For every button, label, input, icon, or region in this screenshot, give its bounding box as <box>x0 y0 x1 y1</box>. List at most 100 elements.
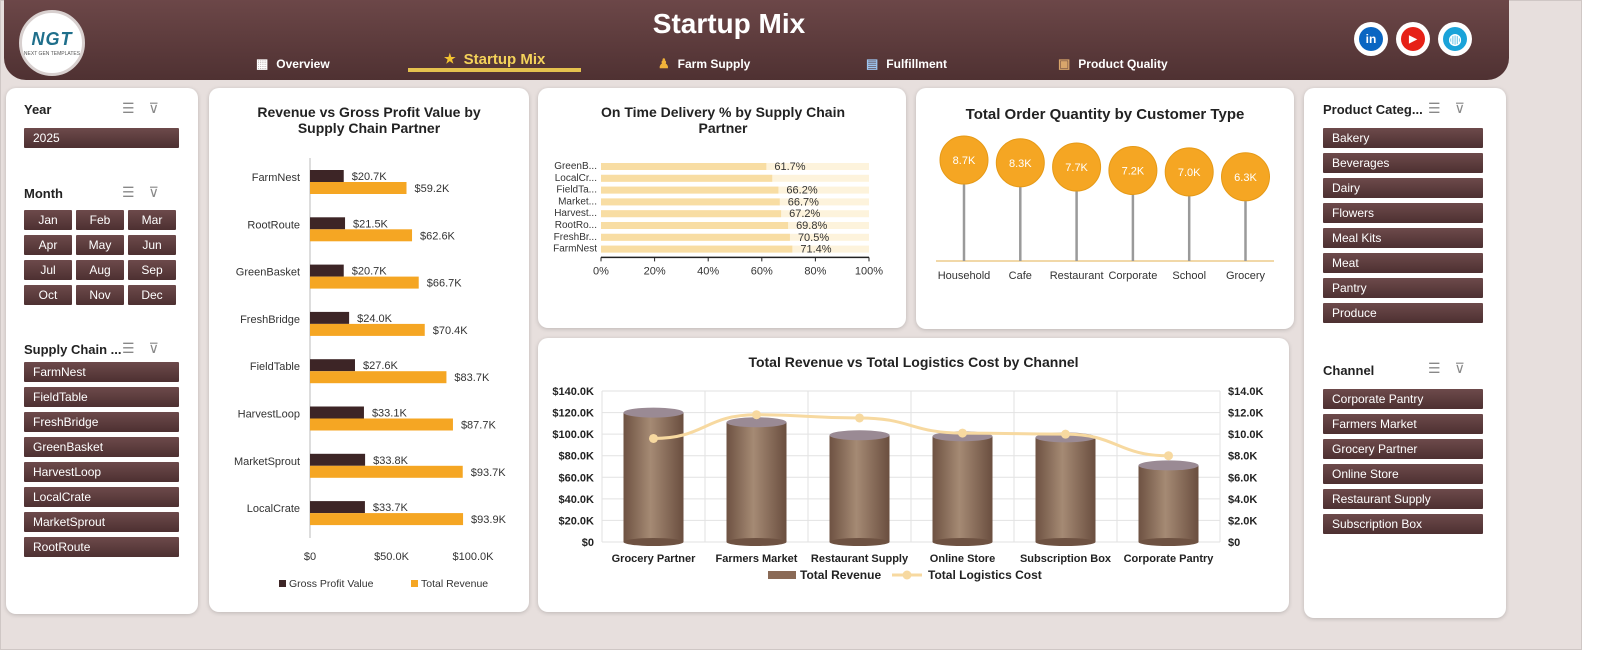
clear-filter-icon[interactable]: ⊽ <box>1454 100 1465 116</box>
slicer-item-channel[interactable]: Subscription Box <box>1323 514 1483 534</box>
multi-select-icon[interactable]: ☰ <box>1428 100 1441 116</box>
bar <box>310 513 464 526</box>
multi-select-icon[interactable]: ☰ <box>122 184 135 200</box>
slicer-item-month[interactable]: Jun <box>128 235 176 255</box>
slicer-item-category[interactable]: Pantry <box>1323 278 1483 298</box>
revenue-logistics-chart-card: Total Revenue vs Total Logistics Cost by… <box>538 338 1289 612</box>
slicer-item-month[interactable]: Mar <box>128 210 176 230</box>
slicer-item-channel[interactable]: Farmers Market <box>1323 414 1483 434</box>
line-point <box>649 433 658 443</box>
y-tick-label-left: $100.0K <box>552 429 594 441</box>
slicer-item-month[interactable]: Aug <box>76 260 124 280</box>
bar-base <box>1035 538 1096 546</box>
slicer-item-month[interactable]: Jul <box>24 260 72 280</box>
y-tick-label-left: $40.0K <box>559 494 595 506</box>
category-label: HarvestLoop <box>238 409 300 421</box>
x-tick-label: $50.0K <box>374 551 410 563</box>
y-tick-label-left: $80.0K <box>559 451 595 463</box>
tab-fulfillment[interactable]: ▤ Fulfillment <box>866 53 947 75</box>
category-label: FieldTa... <box>556 185 597 196</box>
category-label: Corporate Pantry <box>1124 553 1215 565</box>
slicer-item-partner[interactable]: RootRoute <box>24 537 179 557</box>
clear-filter-icon[interactable]: ⊽ <box>1454 360 1465 376</box>
slicer-item-channel[interactable]: Restaurant Supply <box>1323 489 1483 509</box>
clear-filter-icon[interactable]: ⊽ <box>148 100 159 116</box>
slicer-item-category[interactable]: Bakery <box>1323 128 1483 148</box>
slicer-item-month[interactable]: Nov <box>76 285 124 305</box>
slicer-item-category[interactable]: Dairy <box>1323 178 1483 198</box>
slicer-item-category[interactable]: Beverages <box>1323 153 1483 173</box>
y-tick-label-left: $0 <box>582 537 594 549</box>
slicer-item-channel[interactable]: Online Store <box>1323 464 1483 484</box>
category-label: Household <box>938 270 991 282</box>
slicer-item-partner[interactable]: FreshBridge <box>24 412 179 432</box>
slicer-item-partner[interactable]: LocalCrate <box>24 487 179 507</box>
line-point <box>1164 451 1173 461</box>
slicer-item-category[interactable]: Meal Kits <box>1323 228 1483 248</box>
right-filter-panel: Product Categ... ☰ ⊽ Channel ☰ ⊽ Bakery B… <box>1304 88 1506 618</box>
slicer-item-partner[interactable]: HarvestLoop <box>24 462 179 482</box>
slicer-item-month[interactable]: Feb <box>76 210 124 230</box>
slicer-item-month[interactable]: Apr <box>24 235 72 255</box>
slicer-item-month[interactable]: May <box>76 235 124 255</box>
line-point <box>958 428 967 438</box>
x-tick-label: $100.0K <box>453 551 495 563</box>
category-label: Grocery <box>1226 270 1266 282</box>
data-label: 8.7K <box>953 155 976 167</box>
slicer-item-month[interactable]: Sep <box>128 260 176 280</box>
bar <box>601 245 793 253</box>
data-label: 70.5% <box>798 232 829 244</box>
x-tick-label: 40% <box>697 265 719 277</box>
left-filter-panel: Year ☰ ⊽ 2025 Month ☰ ⊽ Supply Chain ...… <box>6 88 198 614</box>
tab-farm-supply[interactable]: ♟ Farm Supply <box>658 53 750 75</box>
line-series <box>653 413 1169 458</box>
category-label: FieldTable <box>250 361 300 373</box>
data-label: $27.6K <box>363 360 399 372</box>
legend-label: Total Revenue <box>421 578 488 590</box>
slicer-item-partner[interactable]: MarketSprout <box>24 512 179 532</box>
youtube-button[interactable]: ▶ <box>1396 22 1430 56</box>
logo-text: NGT <box>31 29 73 49</box>
slicer-item-channel[interactable]: Corporate Pantry <box>1323 389 1483 409</box>
on-time-delivery-chart: GreenB... 61.7% LocalCr...FieldTa... 66.2% M… <box>553 161 883 277</box>
slicer-item-category[interactable]: Produce <box>1323 303 1483 323</box>
slicer-item-month[interactable]: Jan <box>24 210 72 230</box>
slicer-item-category[interactable]: Flowers <box>1323 203 1483 223</box>
x-tick-label: 100% <box>855 265 883 277</box>
slicer-item-month[interactable]: Oct <box>24 285 72 305</box>
multi-select-icon[interactable]: ☰ <box>1428 360 1441 376</box>
bar-base <box>829 538 890 546</box>
clear-filter-icon[interactable]: ⊽ <box>148 340 159 356</box>
category-label: LocalCr... <box>555 173 597 184</box>
clear-filter-icon[interactable]: ⊽ <box>148 184 159 200</box>
bar <box>310 453 366 466</box>
y-tick-label-left: $140.0K <box>552 386 594 398</box>
linkedin-button[interactable]: in <box>1354 22 1388 56</box>
logo: NGT NEXT GEN TEMPLATES <box>19 10 85 76</box>
slicer-item-partner[interactable]: FieldTable <box>24 387 179 407</box>
tab-product-quality[interactable]: ▣ Product Quality <box>1058 53 1168 75</box>
data-label: $62.6K <box>420 230 456 242</box>
multi-select-icon[interactable]: ☰ <box>122 340 135 356</box>
order-quantity-chart: 8.7K Household 8.3K Cafe 7.7K Restaurant 7.2K C… <box>936 135 1274 282</box>
slicer-item-channel[interactable]: Grocery Partner <box>1323 439 1483 459</box>
website-button[interactable]: ◍ <box>1438 22 1472 56</box>
slicer-item-year[interactable]: 2025 <box>24 128 179 148</box>
slicer-item-partner[interactable]: FarmNest <box>24 362 179 382</box>
data-label: $70.4K <box>433 325 469 337</box>
slicer-item-partner[interactable]: GreenBasket <box>24 437 179 457</box>
bar <box>1138 465 1199 542</box>
slicer-title-supply-chain: Supply Chain ... <box>24 342 122 357</box>
slicer-item-category[interactable]: Meat <box>1323 253 1483 273</box>
category-label: LocalCrate <box>247 503 300 515</box>
slicer-title-channel: Channel <box>1323 363 1375 378</box>
slicer-item-month[interactable]: Dec <box>128 285 176 305</box>
data-label: $24.0K <box>357 313 393 325</box>
tab-overview[interactable]: ▦ Overview <box>256 53 330 75</box>
category-label: Market... <box>558 196 597 207</box>
legend-swatch <box>768 571 796 579</box>
tab-startup-mix[interactable]: ★ Startup Mix <box>408 50 582 72</box>
multi-select-icon[interactable]: ☰ <box>122 100 135 116</box>
tab-label: Product Quality <box>1078 57 1168 71</box>
header-bar: NGT NEXT GEN TEMPLATES Startup Mix ▦ Ove… <box>4 0 1509 80</box>
